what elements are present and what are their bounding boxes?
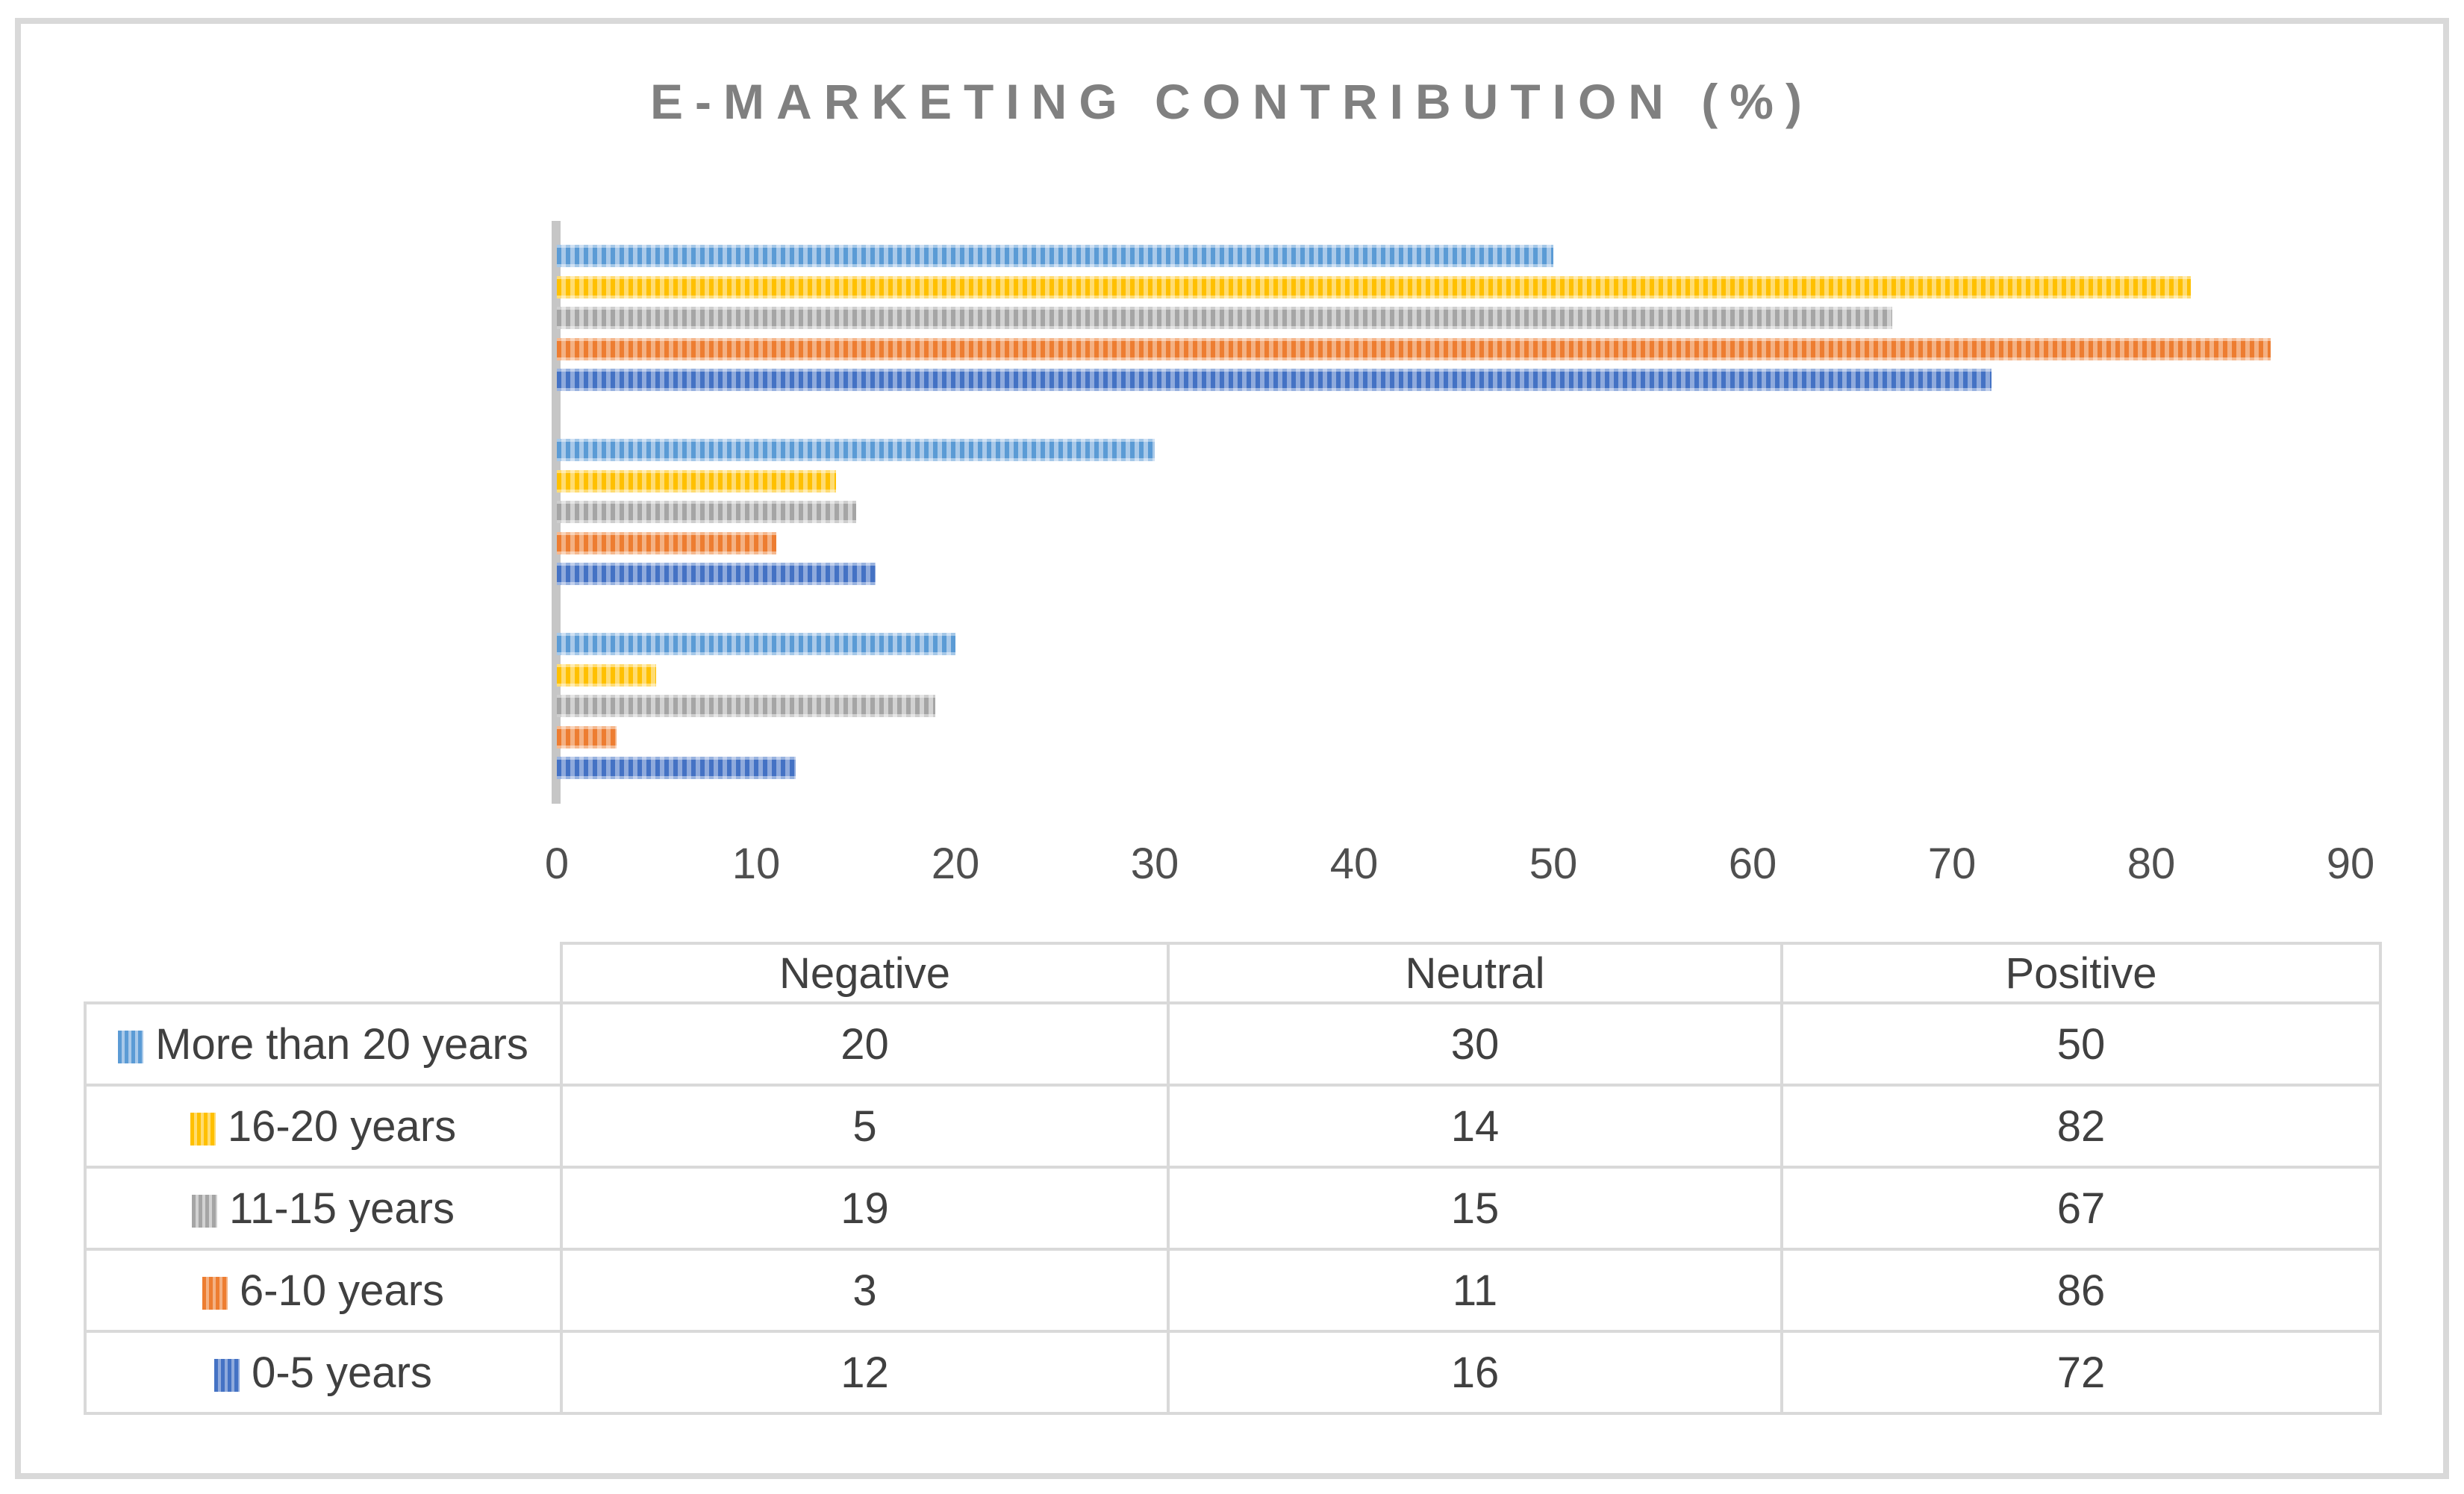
x-tick-10: 10 (732, 840, 781, 888)
bar-positive-16-20-years (557, 275, 2192, 299)
table-body: More than 20 years 20 30 50 16-20 years 5 14 82… (84, 1001, 2382, 1415)
cell-11-15-years-negative: 19 (560, 1166, 1170, 1251)
cell-16-20-years-positive: 82 (1780, 1084, 2382, 1169)
bar-negative-more-than-20-years (557, 633, 955, 655)
bar-negative-11-15-years (557, 695, 936, 717)
bar-negative-0-5-years (557, 757, 796, 779)
cell-more-than-20-years-neutral: 30 (1167, 1001, 1783, 1087)
bar-positive-6-10-years (557, 337, 2271, 360)
bar-negative-16-20-years (557, 663, 657, 687)
legend-label-6-10-years: 6-10 years (239, 1266, 445, 1315)
table-row-6-10-years: 6-10 years 3 11 86 (84, 1248, 2382, 1333)
bar-neutral-11-15-years (557, 501, 856, 523)
table-header-positive: Positive (1780, 942, 2382, 1004)
y-axis-line (552, 221, 561, 804)
legend-swatch-16-20-years-icon (190, 1112, 216, 1145)
bar-neutral-0-5-years (557, 563, 876, 585)
legend-cell-0-5-years: 0-5 years (84, 1330, 563, 1415)
x-tick-20: 20 (931, 840, 980, 888)
chart-title: E-MARKETING CONTRIBUTION (%) (650, 74, 1814, 129)
legend-cell-11-15-years: 11-15 years (84, 1166, 563, 1251)
bar-negative-6-10-years (557, 725, 617, 748)
x-axis-tick-labels: 0 10 20 30 40 50 60 70 80 90 (545, 840, 2374, 893)
cell-0-5-years-positive: 72 (1780, 1330, 2382, 1415)
bar-positive-0-5-years (557, 369, 1992, 391)
bar-positive-11-15-years (557, 307, 1892, 329)
legend-swatch-more-than-20-years-icon (118, 1030, 144, 1063)
plot-area (552, 221, 2351, 804)
cell-11-15-years-neutral: 15 (1167, 1166, 1783, 1251)
cell-more-than-20-years-positive: 50 (1780, 1001, 2382, 1087)
x-tick-50: 50 (1529, 840, 1578, 888)
legend-cell-more-than-20-years: More than 20 years (84, 1001, 563, 1087)
cell-16-20-years-negative: 5 (560, 1084, 1170, 1169)
x-tick-40: 40 (1329, 840, 1379, 888)
table-header-blank-cell (85, 943, 563, 1004)
x-tick-0: 0 (544, 840, 570, 888)
table-row-11-15-years: 11-15 years 19 15 67 (84, 1166, 2382, 1251)
bar-positive-more-than-20-years (557, 245, 1553, 267)
legend-label-more-than-20-years: More than 20 years (155, 1019, 528, 1069)
table-row-more-than-20-years: More than 20 years 20 30 50 (84, 1001, 2382, 1087)
cell-11-15-years-positive: 67 (1780, 1166, 2382, 1251)
legend-label-0-5-years: 0-5 years (252, 1348, 432, 1397)
table-row-0-5-years: 0-5 years 12 16 72 (84, 1330, 2382, 1415)
cell-0-5-years-neutral: 16 (1167, 1330, 1783, 1415)
legend-cell-6-10-years: 6-10 years (84, 1248, 563, 1333)
legend-cell-16-20-years: 16-20 years (84, 1084, 563, 1169)
table-header-row: Negative Neutral Positive (85, 942, 2382, 1004)
legend-label-16-20-years: 16-20 years (227, 1101, 457, 1151)
cell-0-5-years-negative: 12 (560, 1330, 1170, 1415)
x-tick-30: 30 (1130, 840, 1179, 888)
bar-neutral-16-20-years (557, 469, 836, 493)
bar-neutral-6-10-years (557, 531, 776, 554)
x-tick-90: 90 (2326, 840, 2375, 888)
x-tick-80: 80 (2127, 840, 2176, 888)
cell-16-20-years-neutral: 14 (1167, 1084, 1783, 1169)
cell-6-10-years-neutral: 11 (1167, 1248, 1783, 1333)
data-table: Negative Neutral Positive More than 20 yea… (84, 942, 2382, 1415)
legend-label-11-15-years: 11-15 years (229, 1184, 455, 1233)
legend-swatch-11-15-years-icon (192, 1194, 217, 1228)
x-tick-70: 70 (1927, 840, 1977, 888)
table-header-row-tr: Negative Neutral Positive (85, 942, 2382, 1004)
x-tick-60: 60 (1728, 840, 1777, 888)
table-row-16-20-years: 16-20 years 5 14 82 (84, 1084, 2382, 1169)
bar-neutral-more-than-20-years (557, 439, 1155, 461)
legend-swatch-6-10-years-icon (202, 1276, 228, 1310)
cell-6-10-years-negative: 3 (560, 1248, 1170, 1333)
cell-more-than-20-years-negative: 20 (560, 1001, 1170, 1087)
legend-swatch-0-5-years-icon (214, 1358, 240, 1392)
table-header-neutral: Neutral (1167, 942, 1783, 1004)
table-header-negative: Negative (560, 942, 1170, 1004)
cell-6-10-years-positive: 86 (1780, 1248, 2382, 1333)
